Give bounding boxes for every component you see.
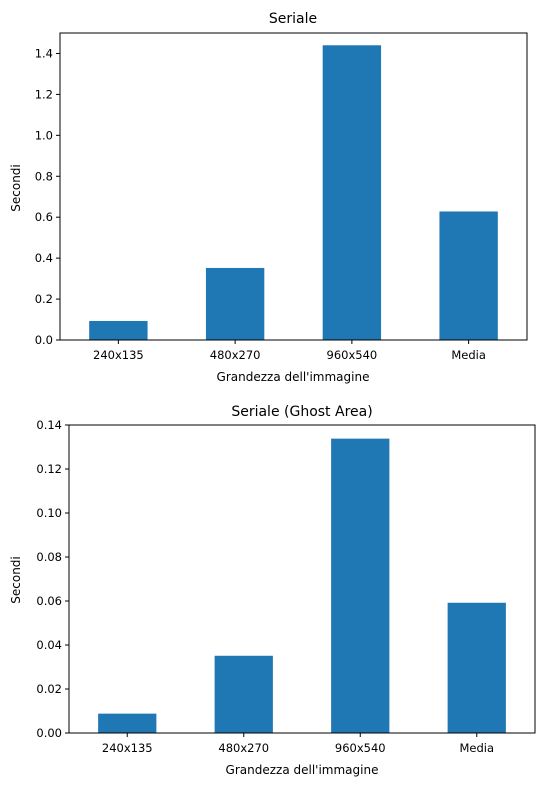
bar-480x270 <box>205 267 265 340</box>
chart-title: Seriale (Ghost Area) <box>231 404 372 420</box>
bar-240x135 <box>98 713 157 733</box>
y-tick-label: 0.08 <box>36 550 62 564</box>
y-tick-label: 0.0 <box>35 333 53 347</box>
x-tick-label: Media <box>451 348 486 362</box>
plot-frame <box>68 424 536 734</box>
y-tick-label: 0.12 <box>36 462 62 476</box>
x-tick-label: 480x270 <box>218 741 269 755</box>
x-axis-label: Grandezza dell'immagine <box>217 370 370 384</box>
y-tick-label: 0.2 <box>35 292 53 306</box>
y-axis-label: Secondi <box>9 164 23 212</box>
plot-frame <box>59 32 528 341</box>
y-tick-label: 0.10 <box>36 506 62 520</box>
chart-seriale: Seriale Grandezza dell'immagine Secondi … <box>9 11 528 384</box>
y-tick-label: 0.6 <box>35 210 53 224</box>
x-axis-label: Grandezza dell'immagine <box>226 763 379 777</box>
bar-media <box>447 602 506 733</box>
y-tick-label: 0.02 <box>36 682 62 696</box>
y-axis-label: Secondi <box>9 556 23 604</box>
bar-240x135 <box>89 320 148 340</box>
x-tick-label: 960x540 <box>335 741 386 755</box>
y-tick-label: 1.4 <box>35 46 53 60</box>
bar-960x540 <box>331 438 390 733</box>
y-tick-label: 0.8 <box>35 169 53 183</box>
x-tick-label: 960x540 <box>327 348 378 362</box>
y-tick-label: 0.06 <box>36 594 62 608</box>
y-tick-label: 0.04 <box>36 638 62 652</box>
x-tick-label: 480x270 <box>210 348 261 362</box>
bar-480x270 <box>214 655 273 733</box>
bar-960x540 <box>322 45 382 340</box>
x-tick-label: Media <box>459 741 494 755</box>
x-tick-label: 240x135 <box>102 741 153 755</box>
y-tick-label: 0.14 <box>36 418 62 432</box>
x-tick-label: 240x135 <box>93 348 144 362</box>
bar-media <box>439 211 498 340</box>
y-tick-label: 1.2 <box>35 87 53 101</box>
chart-seriale-ghost-area: Seriale (Ghost Area) Grandezza dell'imma… <box>9 404 536 777</box>
y-tick-label: 0.4 <box>35 251 53 265</box>
y-tick-label: 0.00 <box>36 726 62 740</box>
y-tick-label: 1.0 <box>35 128 53 142</box>
chart-title: Seriale <box>269 11 317 27</box>
